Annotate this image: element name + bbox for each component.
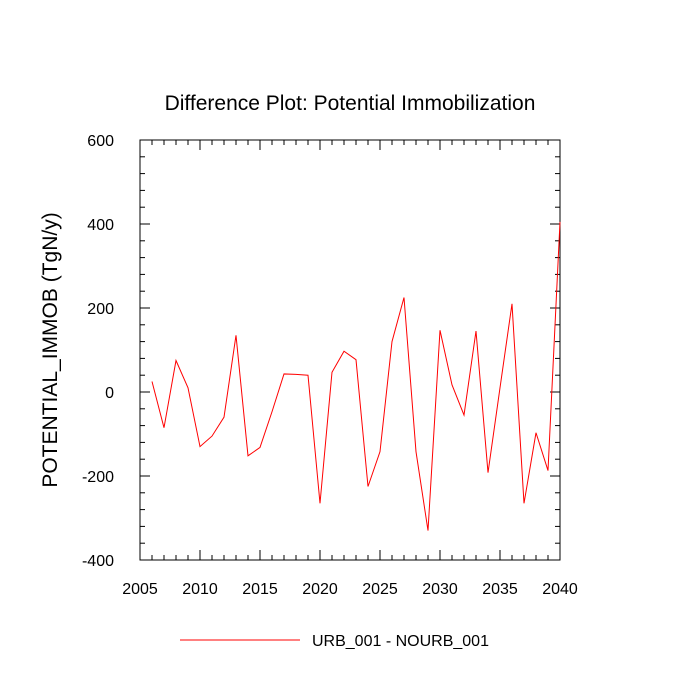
chart-title: Difference Plot: Potential Immobilizatio… bbox=[165, 92, 536, 115]
x-tick-label: 2030 bbox=[422, 581, 458, 598]
y-tick-label: 0 bbox=[105, 385, 114, 402]
y-axis: -400 -200 0 200 400 600 bbox=[82, 133, 560, 570]
x-tick-label: 2025 bbox=[362, 581, 398, 598]
x-tick-label: 2010 bbox=[182, 581, 218, 598]
y-tick-label: -400 bbox=[82, 553, 114, 570]
legend: URB_001 - NOURB_001 bbox=[180, 633, 489, 650]
y-tick-label: 600 bbox=[87, 133, 114, 150]
y-tick-label: 400 bbox=[87, 217, 114, 234]
plot-frame bbox=[139, 139, 561, 561]
series-layer bbox=[151, 221, 561, 531]
x-tick-label: 2040 bbox=[542, 581, 578, 598]
y-tick-label: -200 bbox=[82, 469, 114, 486]
y-tick-label: 200 bbox=[87, 301, 114, 318]
y-axis-label: POTENTIAL_IMMOB (TgN/y) bbox=[39, 212, 62, 487]
x-axis: 2005 2010 2015 2020 2025 2030 2035 2040 bbox=[122, 140, 578, 598]
x-tick-label: 2020 bbox=[302, 581, 338, 598]
x-tick-label: 2015 bbox=[242, 581, 278, 598]
series-line bbox=[151, 221, 561, 531]
x-tick-label: 2035 bbox=[482, 581, 518, 598]
x-tick-label: 2005 bbox=[122, 581, 158, 598]
legend-label: URB_001 - NOURB_001 bbox=[312, 633, 489, 650]
